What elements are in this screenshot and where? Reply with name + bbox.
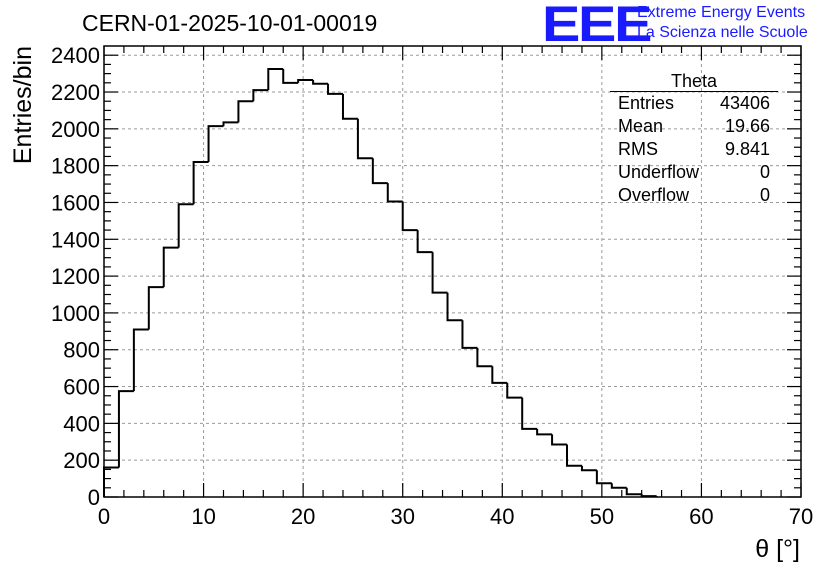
histogram-bin (103, 466, 119, 497)
y-tick-label: 400 (63, 411, 100, 436)
y-tick-labels: 0 200 400 600 800 1000 1200 1400 1600 1800 2000 220… (51, 43, 100, 510)
logo-caption-line1: Extreme Energy Events (637, 4, 806, 21)
x-tick-label: 60 (689, 504, 713, 529)
stats-row-overflow: Overflow 0 (610, 184, 778, 207)
x-tick-label: 30 (390, 504, 414, 529)
stats-label: Overflow (618, 185, 690, 205)
y-tick-label: 1000 (51, 301, 100, 326)
run-title: CERN-01-2025-10-01-00019 (82, 10, 378, 36)
histogram-bin (341, 93, 358, 120)
logo-caption-line2: La Scienza nelle Scuole (637, 24, 808, 41)
x-tick-label: 50 (590, 504, 614, 529)
histogram-bin (610, 483, 627, 489)
x-tick-label: 10 (191, 504, 215, 529)
histogram-bin (147, 286, 164, 330)
histogram-bin (401, 201, 418, 232)
histogram-bin (222, 121, 239, 127)
stats-row-underflow: Underflow 0 (610, 161, 778, 184)
x-tick-label: 20 (291, 504, 315, 529)
histogram-bin (580, 465, 597, 472)
histogram-bin (476, 347, 493, 368)
histogram-bin (566, 444, 582, 467)
x-tick-label: 0 (98, 504, 110, 529)
y-tick-label: 1600 (51, 190, 100, 215)
histogram-bin (192, 160, 209, 205)
plot-border (103, 45, 802, 498)
y-tick-label: 1200 (51, 264, 100, 289)
histogram-bin (327, 83, 343, 95)
histogram-bin (162, 246, 179, 288)
stats-row-entries: Entries 43406 (610, 92, 778, 115)
stats-box-title: Theta (610, 70, 778, 92)
histogram-bin (416, 230, 433, 254)
y-axis-label: Entries/bin (9, 46, 37, 164)
eee-logo: EEE (542, 0, 652, 52)
histogram-bin (282, 69, 299, 84)
histogram-bin (237, 100, 254, 123)
plot-frame (103, 45, 802, 498)
x-tick-label: 40 (490, 504, 514, 529)
stats-row-mean: Mean 19.66 (610, 115, 778, 138)
stats-value: 0 (759, 162, 770, 182)
axis-ticks (103, 46, 802, 498)
histogram-bin (521, 397, 538, 430)
stats-label: Entries (618, 93, 675, 113)
histogram-bars (103, 68, 658, 498)
stats-label: Mean (618, 116, 664, 136)
grid-lines (104, 46, 801, 497)
stats-value: 43406 (719, 93, 770, 113)
stats-box: Theta Entries 43406 Mean 19.66 RMS 9.841… (610, 70, 778, 207)
histogram-bin (267, 68, 284, 91)
histogram-bin (386, 183, 403, 203)
stats-label: RMS (618, 139, 658, 159)
histogram-bin (595, 470, 612, 485)
stats-value: 19.66 (724, 116, 770, 136)
histogram-bin (461, 320, 478, 349)
y-tick-label: 600 (63, 375, 100, 400)
histogram-bin (625, 487, 642, 496)
x-tick-labels: 0 10 20 30 40 50 60 70 (98, 504, 813, 529)
x-axis-label: θ [°] (755, 535, 800, 563)
histogram-bin (446, 292, 463, 322)
logo-caption: Extreme Energy Events La Scienza nelle S… (637, 3, 808, 43)
y-tick-label: 2200 (51, 80, 100, 105)
y-tick-label: 1400 (51, 227, 100, 252)
histogram-bin (506, 382, 523, 399)
y-tick-label: 0 (88, 485, 100, 510)
stats-value: 9.841 (724, 139, 770, 159)
stats-value: 0 (759, 185, 770, 205)
histogram-bin (297, 79, 314, 83)
histogram-bin (431, 252, 448, 294)
histogram-bin (356, 118, 373, 160)
histogram-bin (207, 125, 224, 162)
y-tick-label: 800 (63, 338, 100, 363)
histogram-bin (132, 328, 149, 392)
histogram-bin (551, 434, 568, 446)
stats-label: Underflow (618, 162, 700, 182)
x-tick-label: 70 (789, 504, 813, 529)
histogram-bin (371, 158, 388, 185)
histogram-bin (252, 89, 269, 102)
histogram-bin (536, 428, 553, 436)
y-tick-label: 2400 (51, 43, 100, 68)
histogram-bin (117, 390, 134, 468)
histogram-bin (312, 80, 329, 85)
y-tick-label: 1800 (51, 154, 100, 179)
histogram-bin (177, 203, 194, 248)
histogram-bin (640, 494, 657, 498)
stats-row-rms: RMS 9.841 (610, 138, 778, 161)
y-tick-label: 200 (63, 448, 100, 473)
histogram-bin (491, 366, 508, 384)
y-tick-label: 2000 (51, 117, 100, 142)
